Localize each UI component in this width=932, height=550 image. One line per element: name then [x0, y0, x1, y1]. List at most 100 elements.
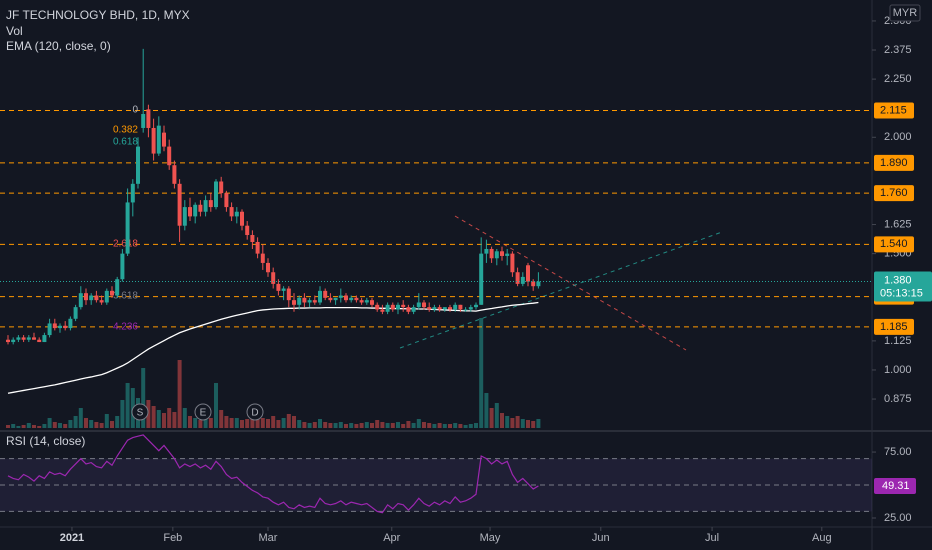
candle-body: [536, 281, 541, 287]
candle-body: [104, 290, 109, 303]
candle-body: [167, 146, 172, 166]
candle-body: [47, 323, 52, 336]
volume-bar: [510, 418, 515, 428]
candle-body: [146, 109, 151, 128]
volume-bar: [68, 420, 73, 428]
candle-body: [177, 183, 182, 226]
volume-bar: [104, 414, 109, 428]
x-tick-label: Apr: [383, 532, 400, 544]
candle-body: [276, 283, 281, 291]
candle-body: [442, 307, 447, 310]
candle-body: [396, 304, 400, 310]
volume-bar: [463, 425, 468, 428]
volume-bar: [520, 419, 525, 428]
y-tick-label: 1.125: [884, 335, 912, 347]
volume-bar: [375, 420, 380, 428]
candle-body: [255, 241, 260, 254]
volume-bar: [193, 418, 198, 428]
volume-bar: [240, 420, 244, 428]
volume-bar: [411, 423, 416, 428]
volume-bar: [396, 422, 400, 428]
volume-bar: [32, 425, 36, 428]
volume-bar: [125, 383, 130, 428]
volume-bar: [416, 419, 421, 428]
candle-body: [260, 253, 265, 263]
volume-bar: [526, 420, 530, 428]
level-label: 1.540: [880, 238, 908, 250]
level-label: 1.760: [880, 187, 908, 199]
volume-bar: [281, 418, 286, 428]
candle-body: [354, 297, 359, 301]
volume-bar: [162, 413, 166, 428]
volume-bar: [219, 410, 224, 428]
currency-box[interactable]: [889, 4, 921, 22]
volume-bar: [458, 424, 463, 428]
candle-body: [318, 290, 322, 303]
level-tag: [874, 185, 914, 202]
volume-bar: [276, 420, 281, 428]
volume-bar: [63, 424, 68, 428]
volume-bar: [214, 383, 218, 428]
currency[interactable]: MYR: [893, 7, 918, 19]
volume-bar: [333, 423, 338, 428]
candle-body: [411, 307, 416, 312]
candle-body: [141, 114, 146, 128]
volume-bar: [99, 423, 104, 428]
volume-bar: [432, 424, 437, 428]
x-tick-label: Jun: [592, 532, 610, 544]
candle-body: [130, 183, 135, 203]
volume-bar: [58, 423, 62, 428]
trend-line-up: [399, 231, 723, 349]
candle-body: [250, 235, 255, 242]
volume-bar: [370, 423, 374, 428]
volume-bar: [312, 422, 317, 428]
candle-body: [16, 337, 21, 340]
x-tick-label: Feb: [163, 532, 182, 544]
volume-bar: [16, 426, 21, 428]
candle-body: [58, 325, 62, 329]
candle-body: [42, 335, 47, 343]
candle-body: [515, 272, 520, 284]
volume-bar: [448, 424, 452, 428]
candle-body: [406, 307, 411, 312]
volume-bar: [94, 422, 99, 428]
candle-body: [229, 207, 234, 217]
ema-label: EMA (120, close, 0): [6, 39, 111, 53]
candle-body: [37, 339, 42, 343]
volume-bar: [89, 420, 94, 428]
volume-bar: [47, 418, 52, 428]
candle-body: [453, 304, 458, 310]
candle-body: [328, 297, 333, 301]
candle-body: [52, 323, 57, 329]
candle-body: [500, 251, 504, 256]
fib-label: 4.236: [113, 322, 138, 333]
candle-body: [364, 300, 369, 303]
y-tick-label: 2.000: [884, 131, 912, 143]
candle-body: [370, 300, 374, 305]
volume-bar: [151, 406, 156, 428]
candle-body: [390, 304, 395, 310]
candle-body: [520, 276, 525, 284]
volume-bar: [468, 424, 473, 428]
event-label: S: [137, 408, 144, 419]
volume-bar: [250, 418, 255, 428]
volume-bar: [474, 423, 478, 428]
volume-bar: [380, 422, 385, 428]
volume-bar: [37, 426, 42, 428]
volume-bar: [484, 393, 489, 428]
volume-bar: [494, 403, 499, 428]
volume-bar: [349, 423, 354, 428]
volume-bar: [328, 423, 333, 428]
candle-body: [182, 207, 187, 226]
candle-body: [63, 325, 68, 329]
volume-bar: [531, 421, 536, 428]
candle-body: [234, 211, 239, 217]
candle-body: [302, 297, 307, 303]
candle-body: [208, 200, 213, 208]
volume-bar: [26, 423, 31, 428]
candle-body: [84, 293, 88, 301]
volume-bar: [489, 408, 494, 428]
y-tick-label: 0.875: [884, 393, 912, 405]
rsi-last-label: 49.31: [882, 480, 910, 492]
candle-body: [416, 302, 421, 308]
